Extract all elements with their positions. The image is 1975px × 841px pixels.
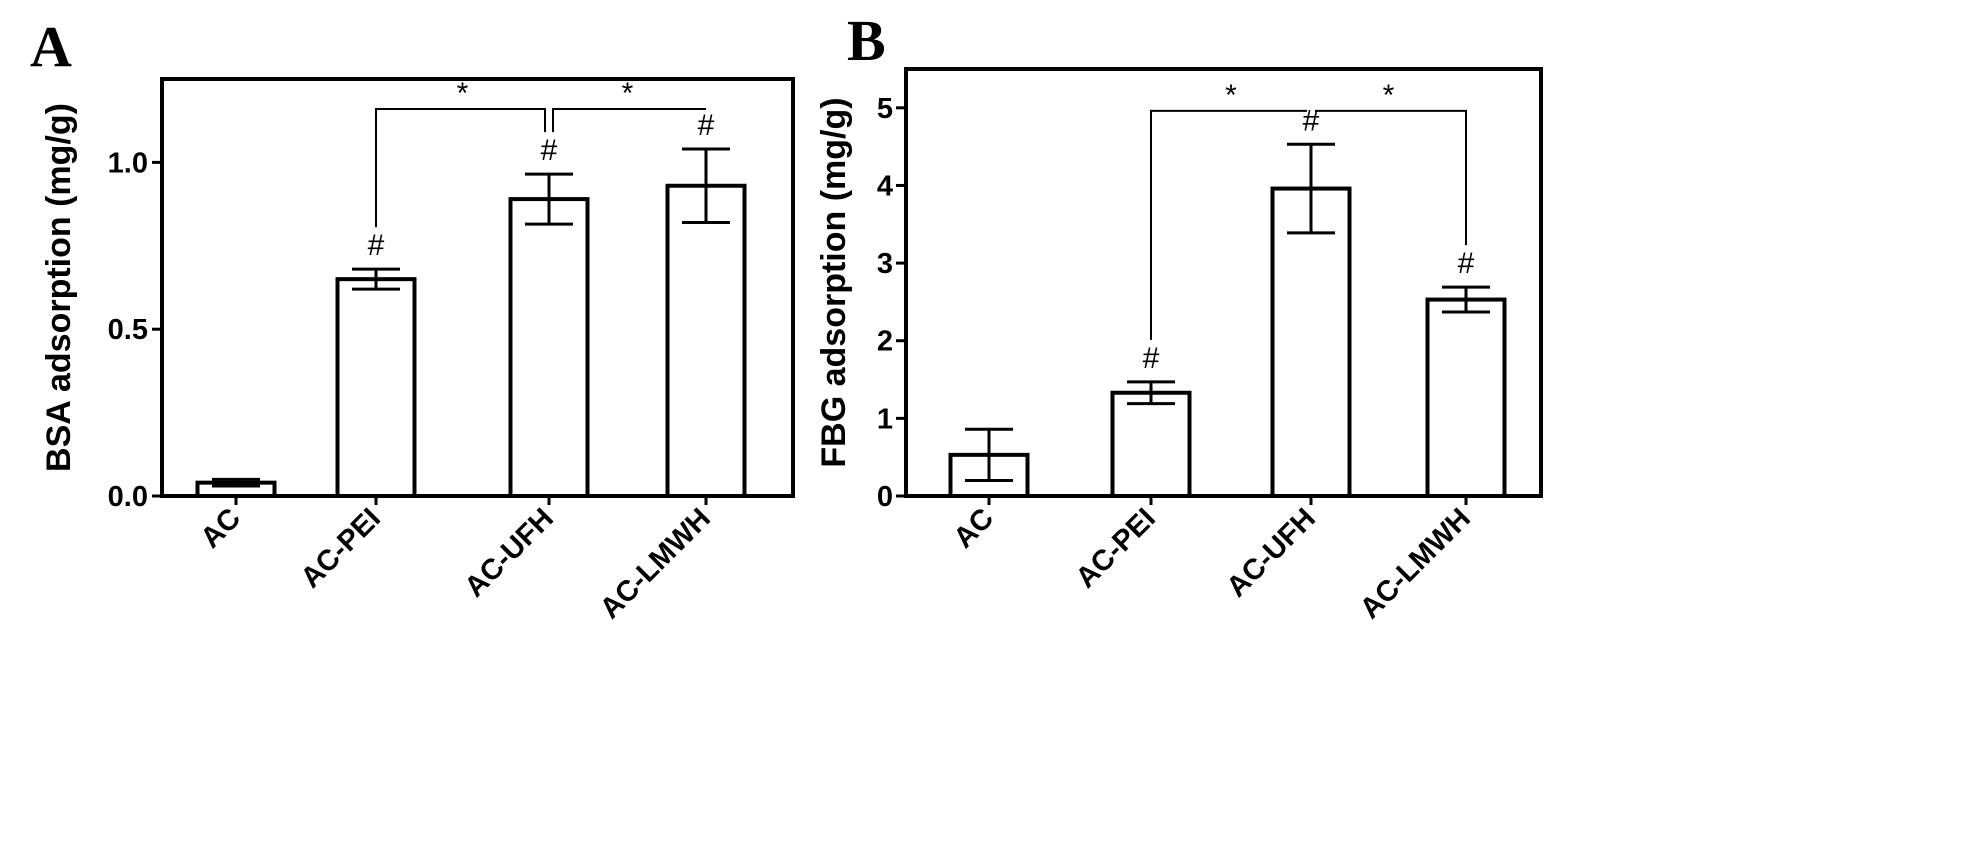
- comparison-bracket: [1150, 109, 1307, 340]
- comparison-label: *: [457, 77, 469, 110]
- y-axis-title: BSA adsorption (mg/g): [40, 103, 78, 472]
- significance-mark: #: [1458, 247, 1475, 280]
- comparison-bracket: [552, 108, 706, 133]
- significance-mark: #: [1303, 104, 1320, 137]
- y-tick-label: 0.5: [108, 314, 148, 346]
- plot-frame: [160, 77, 795, 498]
- category-label: AC-LMWH: [1354, 502, 1477, 625]
- significance-mark: #: [698, 109, 715, 142]
- category-label: AC-LMWH: [594, 502, 717, 625]
- category-label: AC: [195, 502, 247, 554]
- bar: [1425, 297, 1507, 498]
- comparison-label: *: [1383, 79, 1395, 112]
- category-label: AC-UFH: [459, 502, 560, 603]
- significance-mark: #: [1143, 342, 1160, 375]
- significance-mark: #: [541, 134, 558, 167]
- y-tick-label: 0: [877, 481, 893, 513]
- comparison-bracket: [1315, 109, 1467, 246]
- category-label: AC-PEI: [1070, 502, 1162, 594]
- panel-letter: A: [30, 14, 72, 79]
- bar: [335, 277, 417, 498]
- y-tick-label: 5: [877, 93, 893, 125]
- significance-mark: #: [368, 229, 385, 262]
- chart-panel-a: A BSA adsorption (mg/g) 0.0 0.5 1.0 AC # AC-PEI…: [30, 14, 795, 625]
- bar: [1110, 390, 1192, 498]
- bar: [1270, 186, 1352, 498]
- category-label: AC-PEI: [295, 502, 387, 594]
- chart-panel-b: B FBG adsorption (mg/g) 0 1 2 3 4 5 AC # AC-PEI # AC…: [815, 8, 1543, 625]
- comparison-label: *: [1225, 79, 1237, 112]
- y-tick-label: 0.0: [108, 481, 148, 513]
- y-tick-label: 4: [877, 170, 893, 202]
- bar: [665, 183, 747, 498]
- category-label: AC-UFH: [1221, 502, 1322, 603]
- comparison-bracket: [375, 108, 546, 228]
- y-tick-label: 1: [877, 403, 893, 435]
- y-tick-label: 1.0: [108, 147, 148, 179]
- category-label: AC: [948, 502, 1000, 554]
- y-tick-label: 3: [877, 248, 893, 280]
- y-axis-title: FBG adsorption (mg/g): [815, 97, 853, 467]
- panel-letter: B: [847, 8, 886, 73]
- plot-frame: [904, 67, 1543, 498]
- y-tick-label: 2: [877, 326, 893, 358]
- bar: [508, 197, 590, 498]
- comparison-label: *: [622, 77, 634, 110]
